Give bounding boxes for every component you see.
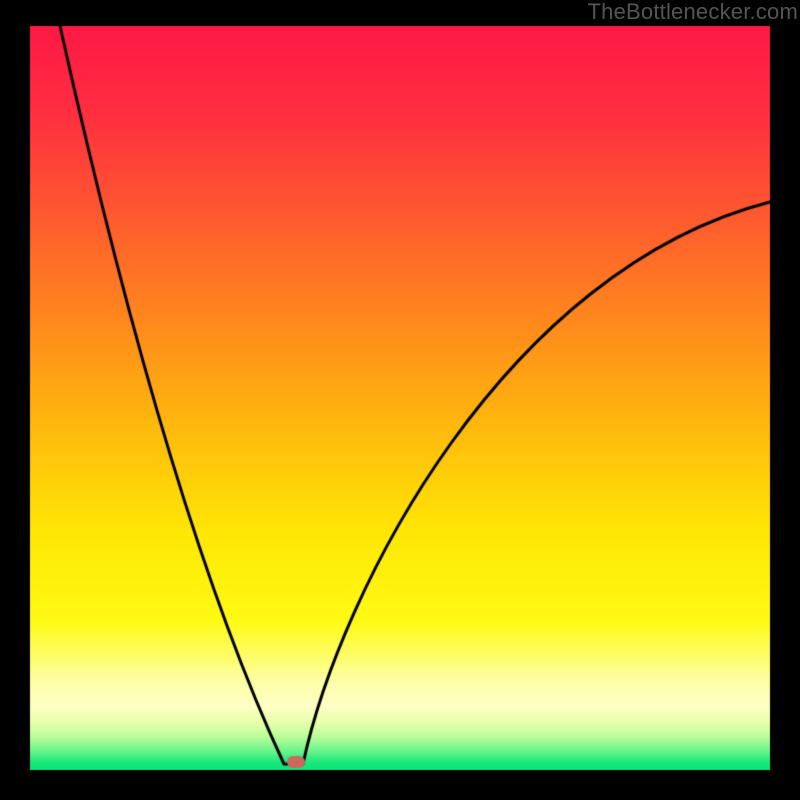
watermark-text: TheBottlenecker.com [588, 0, 800, 24]
bottleneck-curve-layer [0, 0, 800, 800]
chart-root: TheBottlenecker.com [0, 0, 800, 800]
